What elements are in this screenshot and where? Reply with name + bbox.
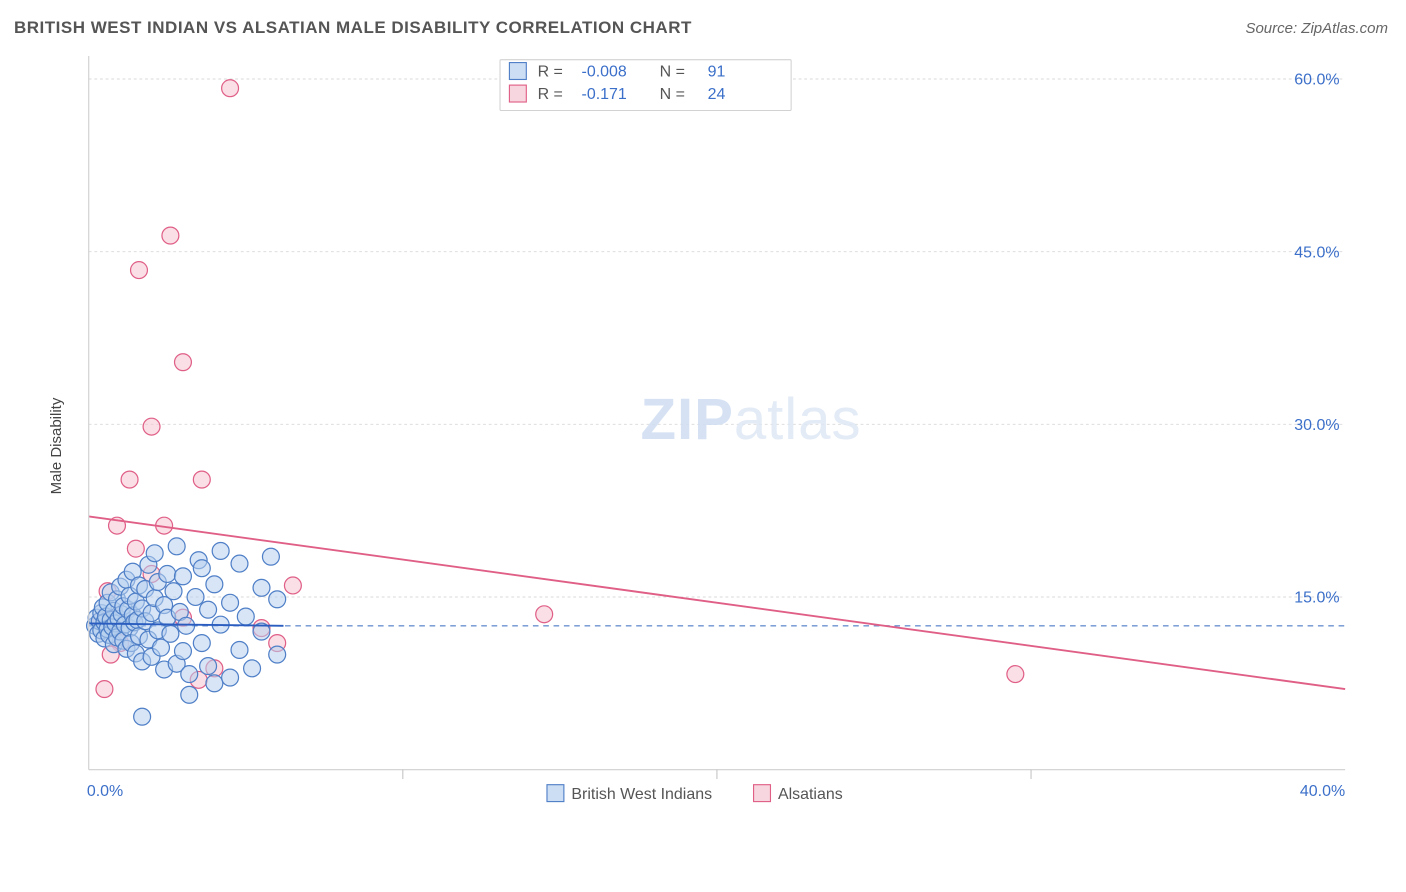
legend-r-value: -0.171	[582, 86, 627, 103]
data-point	[96, 681, 113, 698]
watermark: ZIPatlas	[641, 387, 862, 452]
source-label: Source: ZipAtlas.com	[1245, 20, 1388, 37]
data-point	[178, 617, 195, 634]
data-point	[159, 566, 176, 583]
legend-series-label: Alsatians	[778, 786, 843, 803]
data-point	[244, 660, 261, 677]
y-tick-label: 30.0%	[1294, 417, 1339, 434]
data-point	[231, 555, 248, 572]
data-point	[284, 577, 301, 594]
legend-r-label: R =	[538, 86, 563, 103]
data-point	[269, 646, 286, 663]
legend-n-value: 91	[708, 64, 726, 81]
chart-title: BRITISH WEST INDIAN VS ALSATIAN MALE DIS…	[14, 18, 692, 38]
data-point	[200, 658, 217, 675]
data-point	[253, 579, 270, 596]
data-point	[536, 606, 553, 623]
data-point	[187, 589, 204, 606]
data-point	[134, 708, 151, 725]
data-point	[121, 471, 138, 488]
data-point	[175, 354, 192, 371]
data-point	[193, 560, 210, 577]
data-point	[175, 643, 192, 660]
data-point	[127, 540, 144, 557]
data-point	[146, 545, 163, 562]
data-point	[262, 548, 279, 565]
y-tick-label: 60.0%	[1294, 72, 1339, 89]
svg-text:ZIPatlas: ZIPatlas	[641, 387, 862, 452]
y-tick-label: 45.0%	[1294, 244, 1339, 261]
data-point	[181, 666, 198, 683]
data-point	[222, 80, 239, 97]
plot-area: 15.0% 30.0% 45.0% 60.0% ZIPatlas 0.0% 40.0% R =…	[46, 56, 1386, 826]
legend-n-label: N =	[660, 86, 685, 103]
data-point	[222, 594, 239, 611]
y-tick-label: 15.0%	[1294, 590, 1339, 607]
data-point	[206, 576, 223, 593]
legend-swatch	[509, 63, 526, 80]
data-point	[206, 675, 223, 692]
data-point	[269, 591, 286, 608]
data-point	[237, 608, 254, 625]
x-tick-label: 40.0%	[1300, 783, 1345, 800]
data-point	[193, 635, 210, 652]
legend-r-value: -0.008	[582, 64, 627, 81]
x-tick-label: 0.0%	[87, 783, 123, 800]
legend-swatch	[509, 85, 526, 102]
chart-header: BRITISH WEST INDIAN VS ALSATIAN MALE DIS…	[14, 18, 1388, 38]
legend-r-label: R =	[538, 64, 563, 81]
data-point	[162, 227, 179, 244]
legend-series-label: British West Indians	[571, 786, 712, 803]
legend-n-label: N =	[660, 64, 685, 81]
data-point	[1007, 666, 1024, 683]
legend-swatch	[547, 785, 564, 802]
series-bwi	[87, 538, 286, 725]
data-point	[131, 262, 148, 279]
data-point	[193, 471, 210, 488]
data-point	[143, 418, 160, 435]
scatter-chart: 15.0% 30.0% 45.0% 60.0% ZIPatlas 0.0% 40.0% R =…	[46, 56, 1386, 826]
correlation-legend: R = -0.008 N = 91 R = -0.171 N = 24	[500, 60, 791, 111]
data-point	[200, 601, 217, 618]
data-point	[212, 543, 229, 560]
series-legend: British West Indians Alsatians	[547, 785, 843, 803]
data-point	[175, 568, 192, 585]
data-point	[181, 686, 198, 703]
legend-n-value: 24	[708, 86, 726, 103]
data-point	[168, 538, 185, 555]
data-point	[165, 583, 182, 600]
data-point	[162, 625, 179, 642]
legend-swatch	[754, 785, 771, 802]
data-point	[231, 641, 248, 658]
data-point	[222, 669, 239, 686]
